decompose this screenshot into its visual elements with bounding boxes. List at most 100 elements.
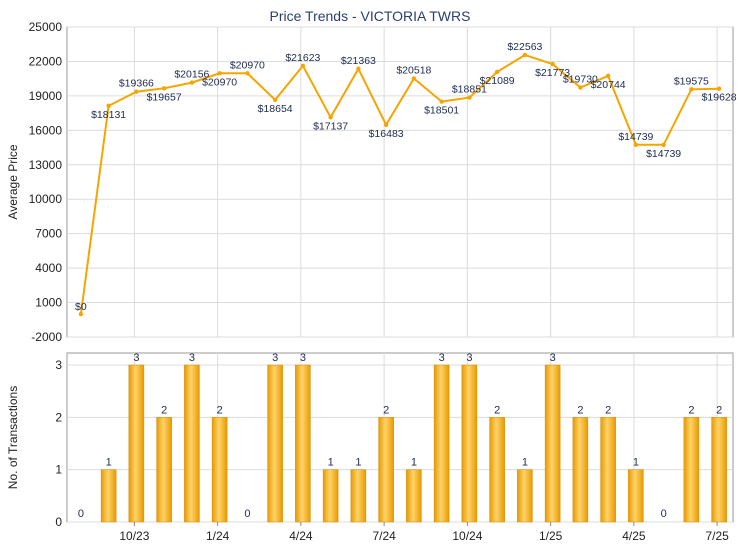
transactions-plot-area (66, 352, 734, 523)
price-point (467, 95, 472, 100)
transactions-bar (378, 417, 394, 523)
price-data-label: $19730 (563, 74, 598, 86)
transactions-y-tick-label: 0 (55, 515, 62, 529)
transactions-bar-label: 2 (217, 404, 223, 416)
x-tick-label: 1/24 (206, 529, 230, 543)
price-panel: -2000 1000 4000 7000 10000 13000 16000 19000 220… (6, 20, 737, 344)
price-data-label: $21363 (341, 55, 376, 67)
transactions-bar (683, 417, 700, 523)
price-y-tick-label: 4000 (35, 261, 62, 275)
price-point (78, 311, 84, 317)
transactions-bar (572, 417, 589, 523)
transactions-bar-label: 3 (300, 352, 306, 364)
transactions-bar-label: 2 (383, 404, 389, 416)
price-point (245, 71, 250, 76)
price-data-label: $20970 (230, 59, 265, 71)
price-point (716, 86, 722, 91)
price-point (356, 66, 361, 71)
transactions-bar-label: 1 (522, 457, 528, 469)
price-point (578, 85, 583, 90)
transactions-bar-label: 1 (355, 457, 361, 469)
price-point (272, 97, 278, 103)
transactions-bar-label: 1 (411, 457, 417, 469)
price-data-label: $0 (75, 301, 87, 313)
x-tick-label: 4/24 (289, 529, 313, 543)
price-point (550, 61, 555, 67)
price-data-label: $19657 (147, 91, 182, 103)
price-series-line (79, 53, 720, 315)
transactions-bar (433, 364, 450, 523)
price-point (689, 87, 694, 92)
price-y-tick-label: 16000 (29, 123, 63, 137)
price-point (661, 142, 666, 148)
transactions-bar-label: 1 (633, 457, 639, 469)
price-data-label: $18131 (91, 109, 126, 121)
transactions-y-tick-label: 1 (55, 463, 62, 477)
transactions-panel: 0 1 2 3 No. of Transactions 0 1 3 2 3 2 0 3 3 1 1 2 1 3 3 2 1… (6, 352, 734, 543)
transactions-bar (350, 469, 367, 523)
chart-title: Price Trends - VICTORIA TWRS (270, 8, 471, 24)
transactions-bar (461, 364, 478, 523)
price-data-label: $19628 (702, 92, 737, 104)
price-data-label: $14739 (646, 148, 681, 160)
transactions-y-axis-title: No. of Transactions (6, 386, 20, 489)
transactions-bar (211, 417, 228, 523)
transactions-y-tick-label: 2 (55, 410, 62, 424)
price-point (605, 73, 611, 79)
transactions-bar-label: 3 (550, 352, 556, 364)
price-point (633, 142, 639, 148)
transactions-bar (406, 469, 422, 523)
price-plot-area (66, 26, 734, 338)
transactions-y-tick-label: 3 (55, 358, 62, 372)
transactions-bar (544, 364, 561, 523)
x-tick-label: 10/23 (119, 529, 149, 543)
price-point (439, 99, 444, 104)
transactions-bar (100, 469, 117, 523)
x-tick-label: 1/25 (539, 529, 563, 543)
price-data-label: $20744 (591, 79, 626, 91)
transactions-bar-label: 2 (577, 404, 583, 416)
transactions-bar-label: 3 (133, 352, 139, 364)
price-y-tick-label: -2000 (31, 330, 62, 344)
transactions-bar-label: 3 (272, 352, 278, 364)
price-point (161, 86, 167, 91)
x-tick-label: 7/24 (372, 529, 396, 543)
transactions-bar (156, 417, 172, 523)
transactions-bar (128, 364, 145, 523)
price-point (494, 69, 500, 75)
price-y-tick-label: 25000 (29, 20, 63, 34)
x-tick-label: 7/25 (705, 529, 729, 543)
transactions-bar-label: 0 (661, 508, 667, 520)
price-data-label: $18851 (452, 84, 487, 96)
price-y-tick-label: 10000 (29, 192, 63, 206)
transactions-bar-label: 3 (189, 352, 195, 364)
price-data-label: $21773 (535, 67, 570, 79)
transactions-bar (184, 364, 200, 523)
price-data-label: $18654 (258, 103, 293, 115)
transactions-bar (600, 417, 616, 523)
transactions-bar-label: 2 (688, 404, 694, 416)
price-data-label: $20970 (202, 76, 237, 88)
transactions-bar-label: 3 (439, 352, 445, 364)
price-point (217, 71, 222, 76)
price-point (383, 122, 389, 127)
price-data-label: $21089 (480, 75, 515, 87)
price-data-label: $20156 (174, 69, 209, 81)
price-y-tick-label: 19000 (29, 89, 63, 103)
transactions-bar-label: 2 (605, 404, 611, 416)
transactions-bar (711, 417, 727, 523)
transactions-bar-label: 0 (244, 508, 250, 520)
transactions-bar-label: 0 (78, 508, 84, 520)
price-data-label: $21623 (285, 52, 320, 64)
transactions-bar (295, 364, 311, 523)
transactions-bar (517, 469, 533, 523)
price-point (411, 76, 417, 81)
transactions-bar-label: 1 (328, 457, 334, 469)
price-data-label: $18501 (424, 105, 459, 117)
price-point (328, 115, 333, 120)
price-data-label: $14739 (618, 131, 653, 143)
price-point (189, 80, 195, 85)
transactions-bar (322, 469, 339, 523)
